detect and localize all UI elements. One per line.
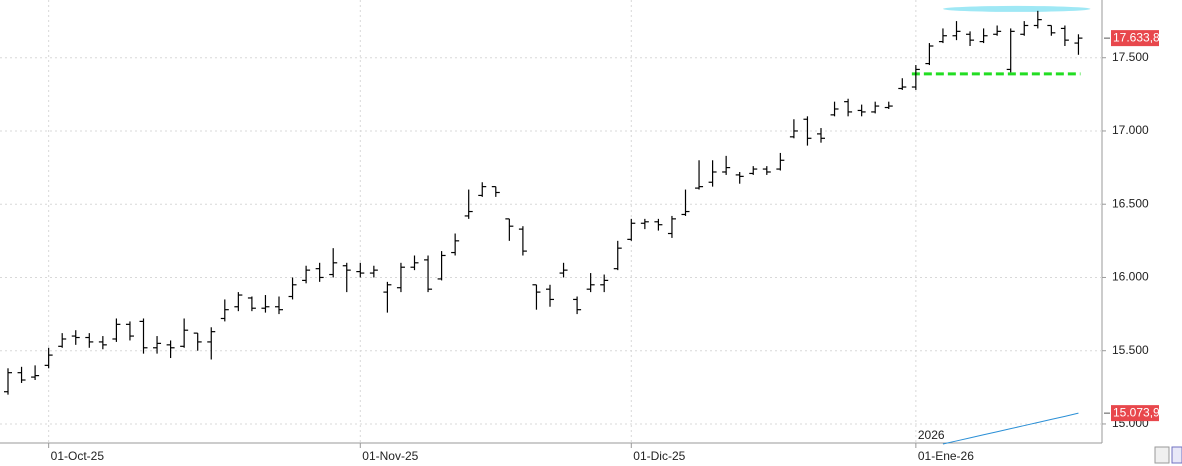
scroll-button[interactable] [1154,446,1170,464]
y-tick-label: 17.500 [1112,50,1149,64]
year-label: 2026 [918,428,945,442]
price-tag-label: 15.073,9 [1113,405,1160,419]
x-tick-label: 01-Oct-25 [51,449,105,463]
price-tag [1111,30,1159,47]
moving-average [942,412,1079,445]
y-tick-label: 15.500 [1112,343,1149,357]
x-tick-label: 01-Nov-25 [362,449,418,463]
y-tick-label: 17.000 [1112,123,1149,137]
x-tick-label: 01-Ene-26 [918,449,974,463]
y-tick-label: 16.500 [1112,196,1149,210]
price-tag [1111,405,1159,422]
x-tick-label: 01-Dic-25 [633,449,685,463]
y-tick-label: 16.000 [1112,270,1149,284]
scroll-button[interactable] [1171,446,1182,464]
resistance-zone [942,5,1091,12]
price-tag-label: 17.633,8 [1113,30,1160,44]
